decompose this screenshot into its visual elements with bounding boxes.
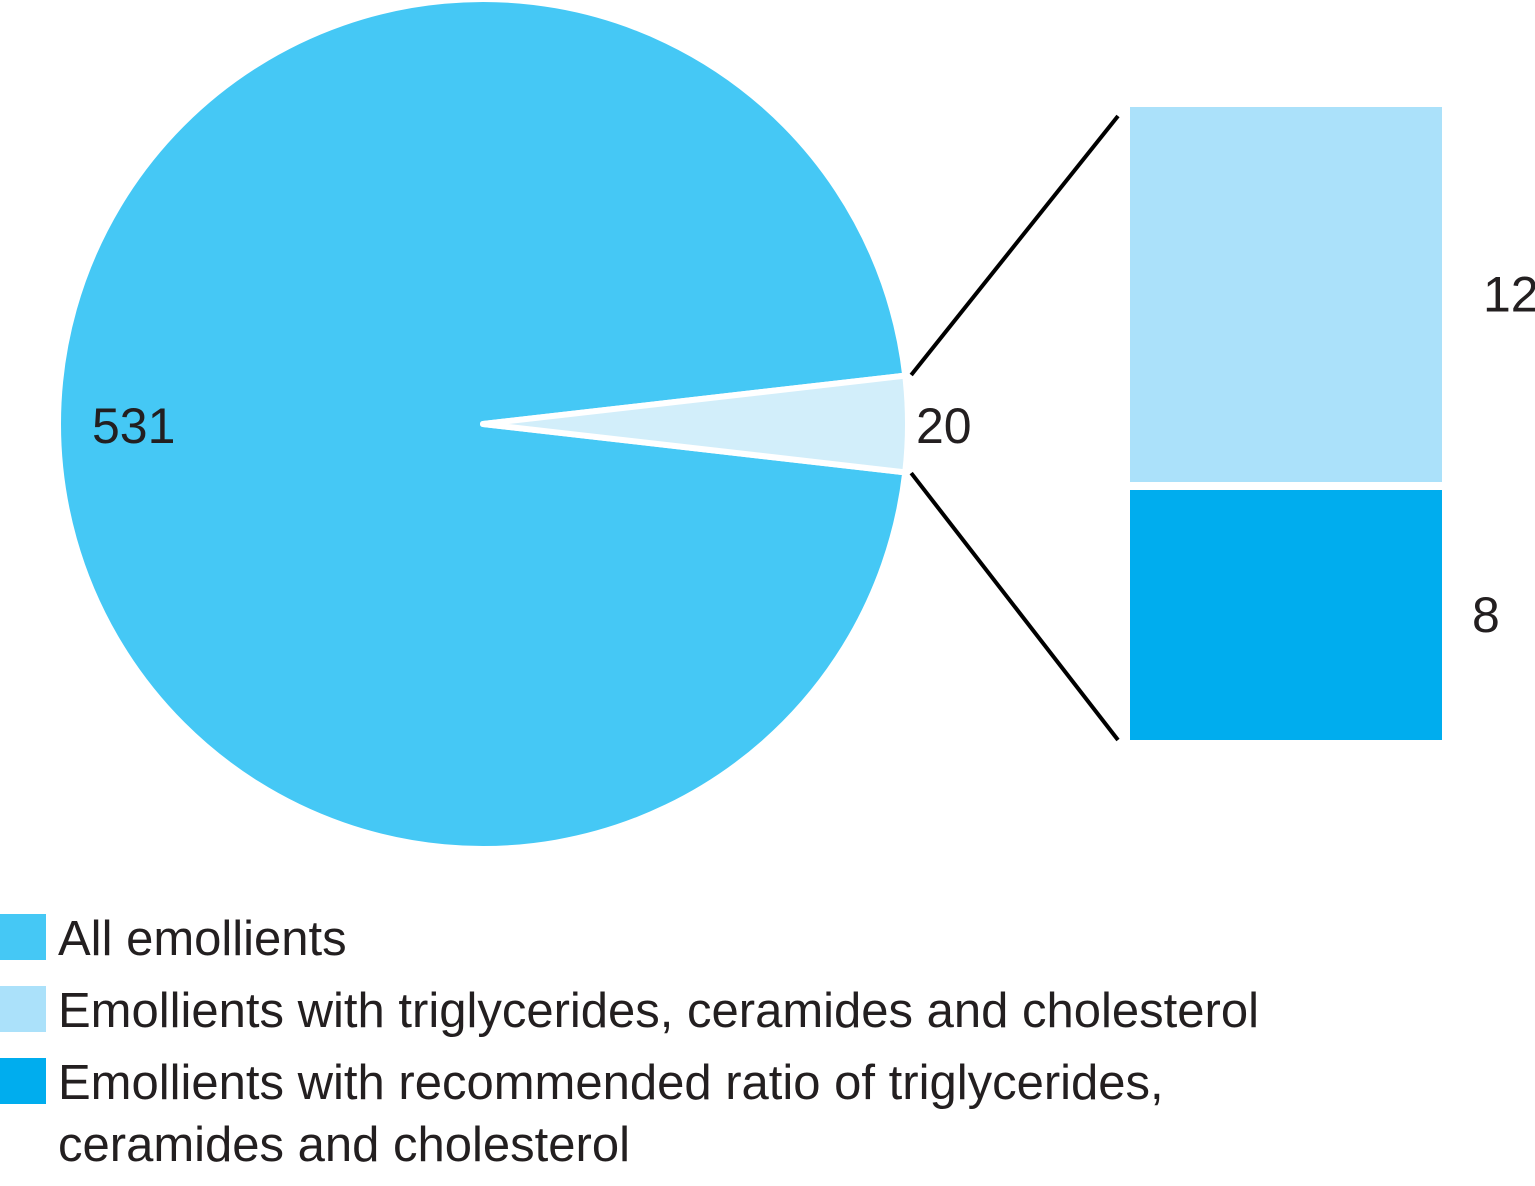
chart-canvas: 531 20 12 8 <box>58 0 1535 849</box>
breakdown-bar-segment-triglycerides <box>1130 107 1442 482</box>
legend-label: All emollients <box>58 912 347 966</box>
legend-swatch <box>0 986 46 1032</box>
legend-item-recommended-ratio: Emollients with recommended ratio of tri… <box>0 1052 1535 1176</box>
breakdown-label-recommended-ratio: 8 <box>1472 587 1500 643</box>
breakdown-bar-segment-recommended-ratio <box>1130 490 1442 740</box>
connector-line-top <box>909 114 1120 377</box>
legend-swatch <box>0 1058 46 1104</box>
pie-of-bar-chart: 531 20 12 8 <box>58 0 1535 849</box>
pie-slice-triglycerides <box>480 372 911 476</box>
connector-line-bottom <box>909 471 1120 742</box>
legend-label: Emollients with triglycerides, ceramides… <box>58 984 1260 1038</box>
pie-label-triglycerides: 20 <box>916 398 972 454</box>
legend: All emollients Emollients with triglycer… <box>0 908 1535 1186</box>
legend-label: Emollients with recommended ratio of tri… <box>58 1056 1164 1172</box>
legend-item-triglycerides-ceramides-cholesterol: Emollients with triglycerides, ceramides… <box>0 980 1535 1042</box>
legend-item-all-emollients: All emollients <box>0 908 1535 970</box>
legend-swatch <box>0 914 46 960</box>
pie-label-all-emollients: 531 <box>92 398 175 454</box>
breakdown-label-triglycerides: 12 <box>1483 267 1535 323</box>
